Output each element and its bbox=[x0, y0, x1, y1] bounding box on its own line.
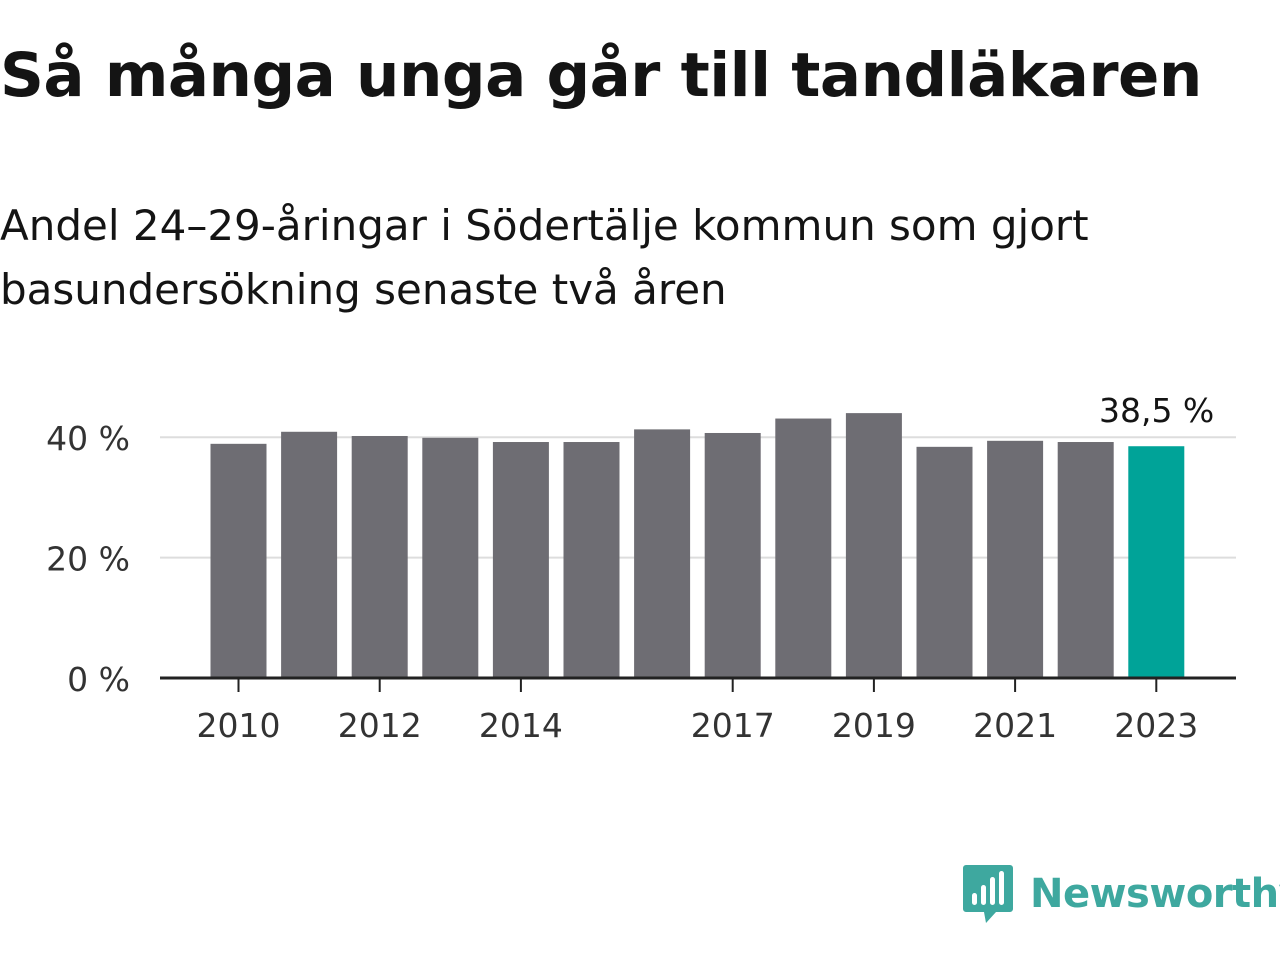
bar-2020 bbox=[916, 446, 973, 678]
newsworthy-logo: Newsworthy bbox=[962, 862, 1280, 926]
x-tick-label: 2019 bbox=[832, 706, 916, 745]
bar-2015 bbox=[563, 442, 620, 678]
x-tick-label: 2012 bbox=[338, 706, 422, 745]
x-tick-label: 2023 bbox=[1114, 706, 1198, 745]
bar-2017 bbox=[704, 432, 761, 678]
bar-2013 bbox=[422, 437, 479, 678]
bar-2016 bbox=[634, 429, 691, 678]
bar-2014 bbox=[492, 442, 549, 678]
newsworthy-logo-icon bbox=[963, 865, 1013, 923]
x-tick-label: 2014 bbox=[479, 706, 563, 745]
bar-2021 bbox=[987, 440, 1044, 678]
x-tick-label: 2017 bbox=[691, 706, 775, 745]
chart-title: Så många unga går till tandläkaren bbox=[0, 40, 1202, 111]
x-tick-label: 2010 bbox=[197, 706, 281, 745]
x-tick-label: 2021 bbox=[973, 706, 1057, 745]
bar-2012 bbox=[351, 435, 408, 678]
bar-2018 bbox=[775, 418, 832, 678]
bar-2011 bbox=[281, 431, 338, 678]
y-tick-label: 40 % bbox=[46, 419, 130, 458]
bar-2019 bbox=[845, 413, 902, 678]
y-tick-label: 20 % bbox=[46, 540, 130, 579]
chart-subtitle: Andel 24–29-åringar i Södertälje kommun … bbox=[0, 201, 1089, 314]
data-label-2023: 38,5 % bbox=[1099, 391, 1214, 430]
newsworthy-logo-text: Newsworthy bbox=[1030, 871, 1280, 917]
bar-2023 bbox=[1128, 446, 1185, 678]
y-tick-label: 0 % bbox=[67, 660, 130, 699]
bar-2010 bbox=[210, 443, 267, 678]
bar-chart: 0 % 20 % 40 % 2010 2012 2014 2017 2019 2021 2023 3… bbox=[46, 391, 1236, 745]
bar-2022 bbox=[1057, 442, 1114, 678]
